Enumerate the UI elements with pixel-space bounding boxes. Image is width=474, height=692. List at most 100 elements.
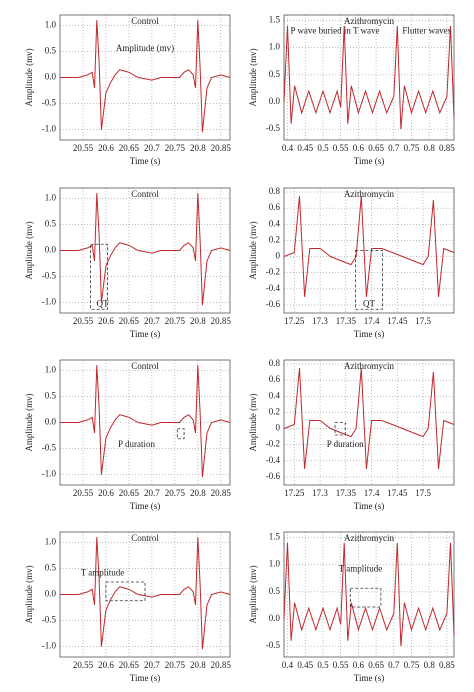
panel-title: Control xyxy=(131,533,159,543)
x-axis-label: Time (s) xyxy=(354,501,384,511)
x-axis-label: Time (s) xyxy=(130,156,160,166)
x-tick-label: 20.55 xyxy=(73,660,94,670)
y-axis-label: Amplitude (mv) xyxy=(248,48,258,106)
x-tick-label: 20.8 xyxy=(190,316,206,326)
x-axis-label: Time (s) xyxy=(130,501,160,511)
x-axis-label: Time (s) xyxy=(130,329,160,339)
x-tick-label: 0.85 xyxy=(439,660,455,670)
y-axis-label: Amplitude (mv) xyxy=(248,565,258,623)
y-tick-label: 0.0 xyxy=(45,72,57,82)
x-tick-label: 20.8 xyxy=(190,488,206,498)
x-tick-label: 0.45 xyxy=(297,143,313,153)
x-tick-label: 0.75 xyxy=(404,143,420,153)
ecg-trace xyxy=(60,20,231,133)
x-tick-label: 20.75 xyxy=(165,316,186,326)
x-tick-label: 17.45 xyxy=(387,316,408,326)
x-tick-label: 20.65 xyxy=(119,488,140,498)
y-tick-label: -0.2 xyxy=(266,267,280,277)
x-tick-label: 0.5 xyxy=(317,143,329,153)
panel-title: Control xyxy=(131,361,159,371)
annotation-box xyxy=(176,428,185,440)
annotation-box xyxy=(334,422,346,436)
y-tick-label: -1.0 xyxy=(42,124,57,134)
y-tick-label: 0.5 xyxy=(45,563,57,573)
x-tick-label: 0.65 xyxy=(368,143,384,153)
y-axis-label: Amplitude (mv) xyxy=(24,393,34,451)
y-tick-label: 1.0 xyxy=(269,559,281,569)
x-tick-label: 17.3 xyxy=(312,316,328,326)
x-tick-label: 0.8 xyxy=(424,660,436,670)
x-tick-label: 20.75 xyxy=(165,488,186,498)
annotation: QT xyxy=(363,298,375,308)
x-axis-label: Time (s) xyxy=(354,329,384,339)
y-tick-label: 0.4 xyxy=(269,390,281,400)
plot-frame xyxy=(283,187,455,314)
ecg-trace xyxy=(283,368,455,469)
x-tick-label: 20.65 xyxy=(119,143,140,153)
x-tick-label: 20.85 xyxy=(211,143,232,153)
y-tick-label: 0.5 xyxy=(45,391,57,401)
y-tick-label: 1.5 xyxy=(269,531,281,541)
annotation: T amplitude xyxy=(339,564,383,574)
x-tick-label: 17.5 xyxy=(415,316,431,326)
x-axis-label: Time (s) xyxy=(354,673,384,683)
x-tick-label: 20.55 xyxy=(73,143,94,153)
y-tick-label: 0.0 xyxy=(269,613,281,623)
x-tick-label: 20.7 xyxy=(144,660,160,670)
y-tick-label: -0.5 xyxy=(42,98,57,108)
y-tick-label: 0.5 xyxy=(269,586,281,596)
y-tick-label: 0 xyxy=(276,423,281,433)
x-tick-label: 0.8 xyxy=(424,143,436,153)
x-tick-label: 20.75 xyxy=(165,143,186,153)
x-tick-label: 20.6 xyxy=(98,316,114,326)
y-tick-label: -1.0 xyxy=(42,469,57,479)
x-tick-label: 20.65 xyxy=(119,660,140,670)
y-tick-label: -0.5 xyxy=(266,640,281,650)
y-tick-label: -0.5 xyxy=(266,123,281,133)
x-tick-label: 0.7 xyxy=(388,143,400,153)
panel-title: Azithromycin xyxy=(344,189,394,199)
panel-title: Control xyxy=(131,189,159,199)
x-tick-label: 0.55 xyxy=(333,660,349,670)
annotation: P wave buried in T wave xyxy=(290,25,379,35)
y-tick-label: -0.4 xyxy=(266,283,281,293)
y-tick-label: -0.6 xyxy=(266,299,281,309)
y-tick-label: -1.0 xyxy=(42,297,57,307)
y-axis-label: Amplitude (mv) xyxy=(24,221,34,279)
y-axis-label: Amplitude (mv) xyxy=(248,221,258,279)
annotation: T amplitude xyxy=(81,567,125,577)
y-tick-label: 0.0 xyxy=(45,417,57,427)
y-tick-label: -0.5 xyxy=(42,615,57,625)
annotation-box xyxy=(354,250,383,310)
x-tick-label: 17.4 xyxy=(364,488,380,498)
y-tick-label: 0.2 xyxy=(269,234,280,244)
x-tick-label: 20.75 xyxy=(165,660,186,670)
panel-title: Azithromycin xyxy=(344,533,394,543)
x-tick-label: 17.3 xyxy=(312,488,328,498)
y-tick-label: 0.6 xyxy=(269,202,281,212)
x-tick-label: 20.6 xyxy=(98,660,114,670)
x-tick-label: 17.35 xyxy=(336,316,357,326)
x-tick-label: 20.6 xyxy=(98,488,114,498)
x-tick-label: 0.6 xyxy=(353,143,365,153)
ecg-trace xyxy=(283,25,455,130)
x-tick-label: 0.4 xyxy=(282,143,294,153)
y-tick-label: 0.0 xyxy=(269,96,281,106)
y-tick-label: -0.6 xyxy=(266,471,281,481)
x-tick-label: 20.7 xyxy=(144,143,160,153)
y-tick-label: 1.5 xyxy=(269,14,281,24)
y-tick-label: 0.0 xyxy=(45,245,57,255)
x-tick-label: 17.25 xyxy=(284,316,305,326)
y-tick-label: 0 xyxy=(276,251,281,261)
x-tick-label: 17.45 xyxy=(387,488,408,498)
annotation: P duration xyxy=(327,439,364,449)
y-tick-label: 0.5 xyxy=(45,219,57,229)
x-tick-label: 20.8 xyxy=(190,143,206,153)
y-axis-label: Amplitude (mv) xyxy=(24,48,34,106)
x-tick-label: 17.35 xyxy=(336,488,357,498)
annotation: Flutter waves xyxy=(402,25,451,35)
x-tick-label: 20.7 xyxy=(144,488,160,498)
annotation-box xyxy=(105,581,146,602)
y-tick-label: 0.4 xyxy=(269,218,281,228)
annotation-box xyxy=(349,587,382,608)
